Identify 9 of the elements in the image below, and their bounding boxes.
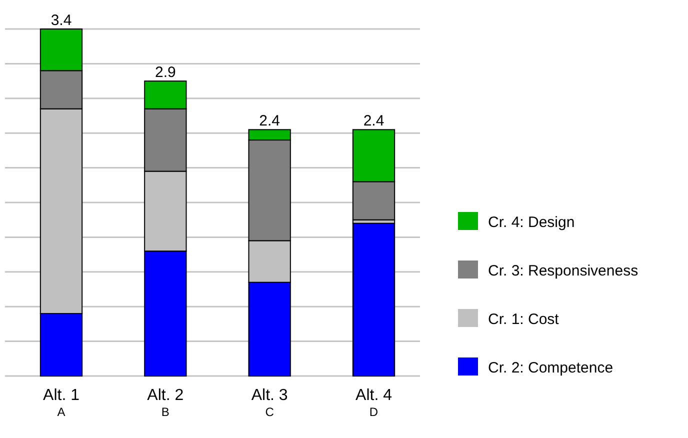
- legend-label: Cr. 2: Competence: [488, 360, 614, 376]
- annotation: 3.4: [50, 12, 72, 29]
- legend-label: Cr. 3: Responsiveness: [488, 262, 638, 280]
- annotation: 2.4: [259, 112, 280, 130]
- legend-label: Cr. 4: Design: [488, 214, 575, 231]
- bar: [352, 222, 396, 376]
- legend-label: Cr. 1: Cost: [488, 311, 560, 328]
- annotation: 2.4: [363, 112, 384, 130]
- annotation: 2.9: [154, 64, 176, 82]
